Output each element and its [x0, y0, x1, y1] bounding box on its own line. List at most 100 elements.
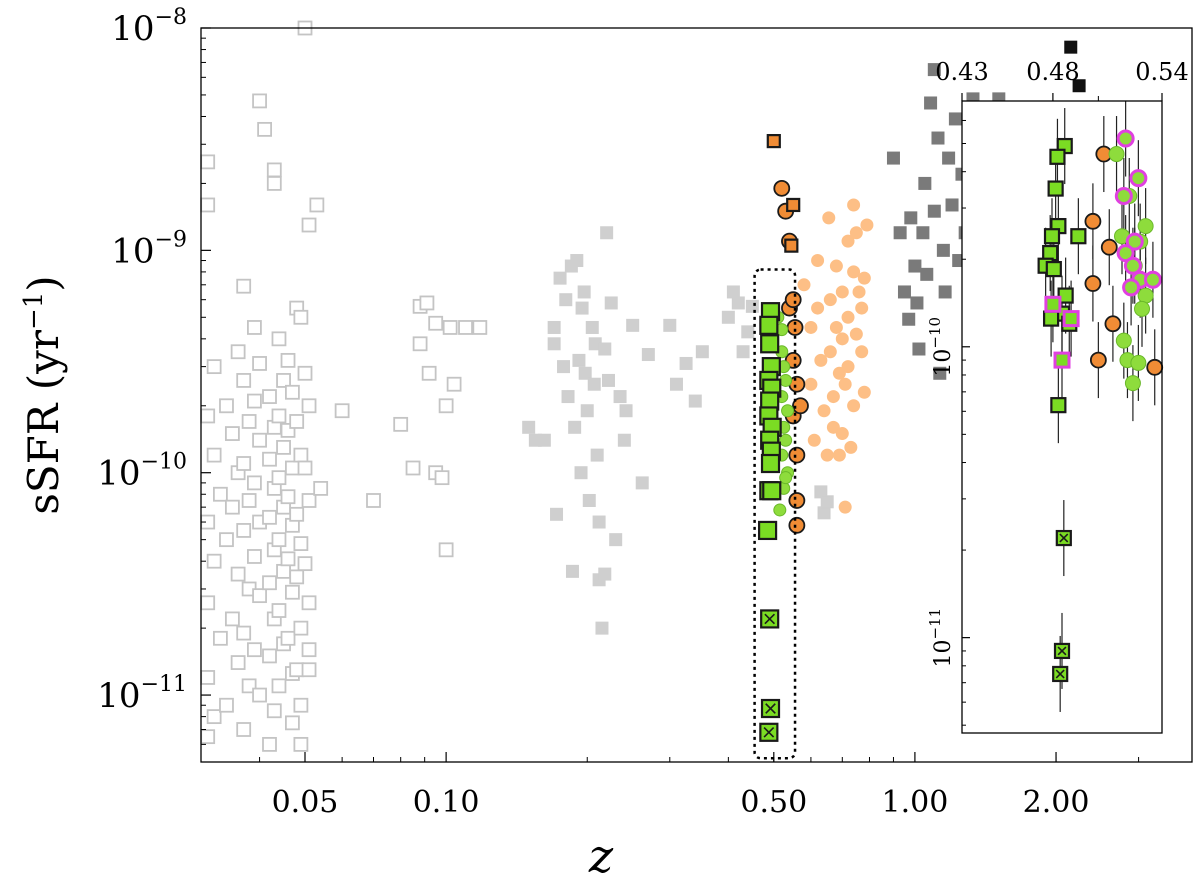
main-filled-circle--fdbf86-point [829, 259, 843, 273]
main-open-square--c4c4c4-point [285, 584, 300, 600]
main-open-square--c4c4c4-point [213, 486, 228, 502]
main-open-square--c4c4c4-point [224, 611, 240, 627]
main-filled-square--7a7a7a-point [910, 296, 924, 310]
main-filled-circle--fdbf86-point [811, 301, 825, 315]
main-filled-square--7bdc23-point [759, 315, 779, 335]
inset-filled-circle--8edc3c-point [1123, 256, 1142, 275]
main-open-square--c4c4c4-point [262, 509, 277, 525]
main-filled-circle--fdbf86-point [829, 320, 843, 334]
main-filled-circle--8edc3c-point [779, 471, 793, 485]
main-axes: 0.05 0.10 0.50 1.00 2.00 10−11 10−10 10−9 10−8 [97, 5, 1140, 820]
main-open-square--c4c4c4-point [271, 678, 287, 694]
main-filled-square--cfcfcf-point [561, 390, 575, 404]
main-filled-square--cfcfcf-point [553, 271, 567, 285]
inset-filled-square--7bdc23-point [1045, 260, 1062, 278]
main-filled-square--7a7a7a-point [893, 226, 907, 240]
main-filled-square--cfcfcf-point [617, 433, 631, 447]
main-open-square--c4c4c4-point [266, 176, 282, 191]
inset-filled-circle--8edc3c-point [1143, 270, 1162, 289]
inset-filled-circle--8edc3c-point [1122, 278, 1141, 297]
main-filled-square--111111-point [1072, 79, 1086, 93]
main-filled-square--cfcfcf-point [582, 493, 596, 507]
inset-filled-circle--f08c35-point [1146, 358, 1164, 376]
main-filled-square--7bdc23-point [762, 481, 782, 501]
main-filled-circle--f08c35-point [784, 291, 802, 309]
main-open-square--c4c4c4-point [224, 499, 240, 515]
main-open-square--c4c4c4-point [438, 398, 454, 414]
main-open-square--c4c4c4-point [293, 536, 309, 551]
inset-filled-circle--f08c35-point [1084, 212, 1102, 230]
y-tick-label-1e-9: 10−9 [111, 227, 187, 271]
main-open-square--c4c4c4-point [206, 447, 222, 463]
main-filled-square--7a7a7a-point [904, 211, 918, 225]
inset-filled-square--7bdc23-point [1042, 310, 1060, 327]
main-open-square--c4c4c4-point [252, 432, 267, 448]
main-open-square--c4c4c4-point [289, 506, 305, 522]
inset-filled-square--7bdc23-point [1043, 228, 1061, 245]
main-filled-square--f08c35-point [784, 238, 799, 253]
main-filled-square--cfcfcf-point [547, 320, 561, 334]
main-open-square--c4c4c4-point [280, 630, 296, 646]
inset-square-x--7bdc23-point [1052, 665, 1069, 683]
main-open-square--c4c4c4-point [301, 662, 317, 678]
main-open-square--c4c4c4-point [438, 542, 454, 558]
main-filled-circle--fdbf86-point [847, 198, 861, 212]
main-open-square--c4c4c4-point [271, 470, 287, 486]
main-open-square--c4c4c4-point [289, 414, 305, 429]
main-filled-square--cfcfcf-point [695, 345, 709, 359]
main-open-square--c4c4c4-point [219, 697, 234, 713]
main-open-square--c4c4c4-point [247, 393, 262, 409]
inset-filled-circle--f08c35-point [1100, 238, 1118, 256]
main-open-square--c4c4c4-point [224, 426, 240, 441]
main-filled-square--7a7a7a-point [933, 366, 947, 380]
main-open-square--c4c4c4-point [313, 481, 329, 496]
main-open-square--c4c4c4-point [280, 352, 296, 368]
main-filled-square--cfcfcf-point [598, 342, 612, 356]
main-filled-square--cfcfcf-point [741, 325, 755, 339]
main-open-square--c4c4c4-point [200, 408, 216, 424]
main-filled-square--f08c35-point [766, 133, 781, 149]
main-filled-circle--fdbf86-point [835, 285, 849, 299]
inset-filled-circle--8edc3c-point [1125, 232, 1144, 251]
main-open-square--c4c4c4-point [236, 625, 252, 641]
main-filled-square--cfcfcf-point [731, 296, 745, 310]
main-filled-circle--fdbf86-point [841, 310, 855, 324]
main-open-square--c4c4c4-point [446, 376, 462, 392]
main-open-square--c4c4c4-point [301, 642, 317, 658]
main-open-square--c4c4c4-point [271, 408, 287, 424]
y-axis-label: sSFR (yr−1) [19, 275, 68, 514]
main-filled-circle--fdbf86-point [860, 218, 874, 232]
inset-x-tick-label-0-43: 0.43 [935, 58, 988, 86]
main-open-square--c4c4c4-point [266, 162, 282, 178]
main-filled-square--cfcfcf-point [537, 433, 551, 447]
main-filled-square--7a7a7a-point [920, 267, 934, 281]
main-filled-square--cfcfcf-point [557, 360, 571, 374]
main-open-square--c4c4c4-point [297, 460, 313, 476]
main-open-square--c4c4c4-point [276, 563, 291, 579]
main-filled-square--cfcfcf-point [688, 394, 702, 408]
main-filled-square--cfcfcf-point [669, 377, 683, 391]
x-tick-label-0-05: 0.05 [272, 785, 339, 820]
y-tick-label-1e-10: 10−10 [97, 450, 187, 494]
main-filled-square--cfcfcf-point [568, 420, 582, 434]
main-filled-square--111111-point [1064, 40, 1078, 54]
inset-filled-circle--8edc3c-point [1130, 354, 1147, 371]
svg-text:sSFR (yr−1): sSFR (yr−1) [19, 275, 68, 514]
main-square-x--7bdc23-point [759, 722, 779, 742]
main-open-square--c4c4c4-point [293, 309, 309, 325]
main-filled-square--7a7a7a-point [908, 259, 922, 273]
y-axis-label-text: sSFR (yr [19, 329, 68, 515]
main-open-square--c4c4c4-point [434, 470, 450, 486]
main-open-square--c4c4c4-point [301, 217, 317, 233]
main-filled-square--cfcfcf-point [663, 318, 677, 332]
main-filled-circle--f08c35-point [773, 179, 791, 197]
main-filled-square--cfcfcf-point [595, 621, 609, 635]
main-filled-square--cfcfcf-point [604, 296, 618, 310]
inset-filled-square--7bdc23-point [1070, 228, 1087, 245]
inset-filled-circle--8edc3c-point [1137, 218, 1154, 235]
main-filled-square--cfcfcf-point [635, 476, 649, 490]
inset-filled-square--7bdc23-point [1047, 180, 1064, 197]
main-filled-circle--fdbf86-point [814, 353, 828, 367]
main-filled-circle--fdbf86-point [857, 271, 871, 285]
